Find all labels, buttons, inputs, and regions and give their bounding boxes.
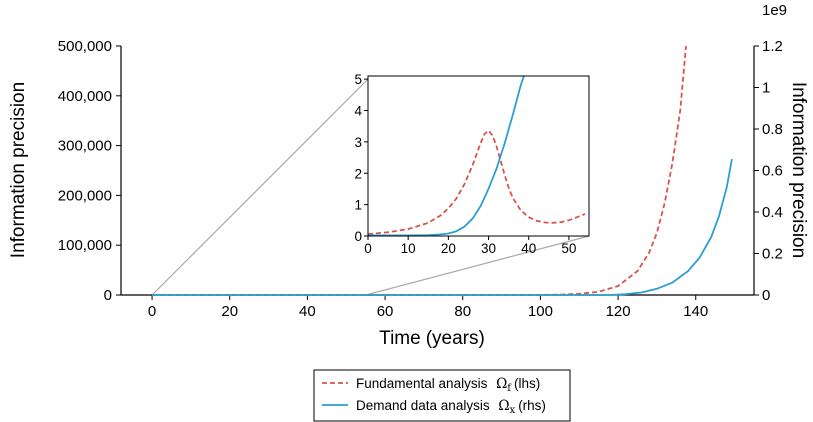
left-y-tick-label: 400,000 bbox=[58, 88, 112, 105]
right-y-tick-label: 0.4 bbox=[762, 204, 783, 221]
inset-x-tick-label: 30 bbox=[481, 241, 496, 256]
left-y-axis-title: Information precision bbox=[8, 82, 29, 258]
legend-label-fundamental: Fundamental analysis Ωf (lhs) bbox=[356, 376, 540, 394]
inset-frame bbox=[367, 75, 590, 237]
zoom-connector-right bbox=[365, 235, 590, 296]
inset-y-tick-label: 0 bbox=[354, 229, 362, 244]
legend-demand-subscript: x bbox=[510, 405, 516, 416]
series-line-fundamental bbox=[152, 45, 687, 296]
left-y-tick-label: 0 bbox=[104, 287, 112, 304]
left-y-tick-label: 200,000 bbox=[58, 187, 112, 204]
right-y-tick-label: 0 bbox=[762, 287, 770, 304]
right-y-tick-label: 1 bbox=[762, 80, 770, 97]
x-tick-label: 0 bbox=[148, 303, 156, 320]
x-tick-label: 80 bbox=[454, 303, 471, 320]
main-series bbox=[152, 45, 733, 296]
x-axis-title-text: Time bbox=[379, 328, 421, 349]
legend-fundamental-axis-note: (lhs) bbox=[514, 376, 540, 391]
inset-x-tick-label: 0 bbox=[364, 241, 372, 256]
inset-ticks: 0 10 20 30 40 50 0 1 2 3 4 5 bbox=[354, 72, 576, 256]
zoom-connector-lines bbox=[151, 78, 590, 296]
inset-x-tick-label: 50 bbox=[561, 241, 576, 256]
x-tick-label: 120 bbox=[606, 303, 631, 320]
legend-fundamental-subscript: f bbox=[507, 383, 512, 394]
x-axis-title-unit: (years) bbox=[426, 328, 485, 349]
legend-label-demand: Demand data analysis Ωx (rhs) bbox=[356, 398, 546, 416]
right-y-tick-label: 0.2 bbox=[762, 246, 783, 263]
legend-fundamental-symbol: Ω bbox=[496, 376, 507, 392]
right-y-tick-label: 0.8 bbox=[762, 121, 783, 138]
inset-x-tick-label: 40 bbox=[521, 241, 536, 256]
inset-series bbox=[368, 76, 586, 236]
legend: Fundamental analysis Ωf (lhs) Demand data… bbox=[313, 369, 571, 422]
left-y-tick-label: 100,000 bbox=[58, 237, 112, 254]
x-tick-label: 20 bbox=[221, 303, 238, 320]
inset-background bbox=[368, 76, 589, 236]
right-y-axis-title: Information precision bbox=[788, 82, 809, 258]
legend-fundamental-name: Fundamental analysis bbox=[356, 376, 488, 391]
inset-y-tick-label: 1 bbox=[354, 198, 362, 213]
x-tick-label: 60 bbox=[377, 303, 394, 320]
right-axis-offset-text: 1e9 bbox=[762, 2, 787, 19]
series-line-demand bbox=[152, 158, 733, 296]
inset-series-demand bbox=[368, 76, 525, 236]
inset-x-tick-label: 10 bbox=[401, 241, 416, 256]
x-axis-title: Time (years) bbox=[379, 328, 485, 349]
inset-y-tick-label: 3 bbox=[354, 135, 362, 150]
inset-y-tick-label: 4 bbox=[354, 104, 362, 119]
inset-x-tick-label: 20 bbox=[441, 241, 456, 256]
inset-y-tick-label: 5 bbox=[354, 72, 362, 87]
x-tick-label: 40 bbox=[299, 303, 316, 320]
inset-series-fundamental bbox=[368, 129, 586, 235]
legend-demand-symbol: Ω bbox=[498, 398, 509, 414]
right-y-tick-label: 1.2 bbox=[762, 38, 783, 55]
left-y-tick-label: 500,000 bbox=[58, 38, 112, 55]
legend-demand-name: Demand data analysis bbox=[356, 398, 490, 413]
legend-box bbox=[313, 369, 571, 422]
inset-y-tick-label: 2 bbox=[354, 166, 362, 181]
x-tick-label: 140 bbox=[683, 303, 708, 320]
left-y-tick-label: 300,000 bbox=[58, 138, 112, 155]
inset-chart: 0 10 20 30 40 50 0 1 2 3 4 5 bbox=[354, 72, 590, 256]
right-y-tick-label: 0.6 bbox=[762, 163, 783, 180]
x-tick-label: 100 bbox=[528, 303, 553, 320]
legend-demand-axis-note: (rhs) bbox=[518, 398, 546, 413]
main-axes: 0 20 40 60 80 100 120 1400100,000200,000300,000… bbox=[58, 38, 783, 320]
zoom-connector-left bbox=[151, 78, 369, 296]
